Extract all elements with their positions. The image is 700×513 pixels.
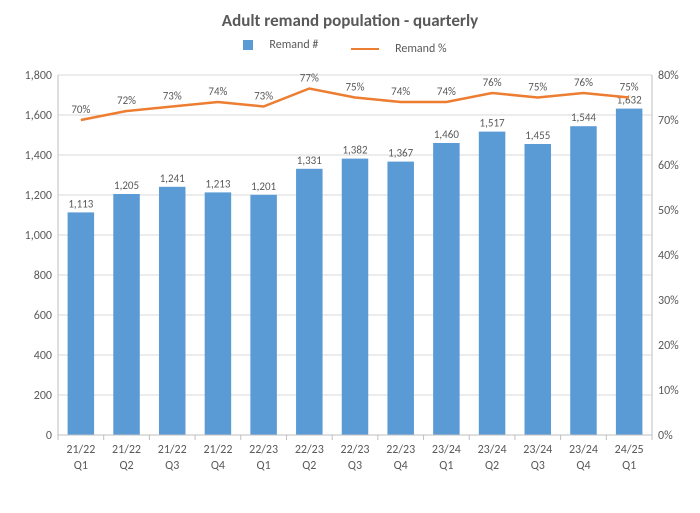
svg-text:1,544: 1,544 [571, 111, 596, 124]
legend-bar-label: Remand # [269, 38, 318, 52]
svg-text:24/25: 24/25 [615, 443, 644, 457]
svg-text:Q3: Q3 [165, 459, 179, 473]
svg-text:200: 200 [34, 389, 52, 403]
svg-text:23/24: 23/24 [478, 443, 507, 457]
svg-text:23/24: 23/24 [523, 443, 552, 457]
svg-text:1,400: 1,400 [25, 149, 52, 163]
bar [479, 132, 506, 435]
svg-text:22/23: 22/23 [249, 443, 278, 457]
svg-text:70%: 70% [658, 114, 679, 128]
svg-text:80%: 80% [658, 69, 679, 83]
svg-text:1,455: 1,455 [525, 129, 550, 142]
svg-text:74%: 74% [437, 85, 456, 98]
bar [159, 187, 186, 435]
bar [113, 194, 140, 435]
svg-text:Q1: Q1 [439, 459, 453, 473]
svg-text:21/22: 21/22 [112, 443, 141, 457]
bar [525, 144, 552, 435]
svg-text:1,517: 1,517 [480, 117, 505, 130]
svg-text:1,600: 1,600 [25, 109, 52, 123]
svg-text:72%: 72% [117, 94, 136, 107]
svg-text:40%: 40% [658, 249, 679, 263]
svg-text:30%: 30% [658, 294, 679, 308]
bar [205, 192, 232, 435]
svg-text:23/24: 23/24 [432, 443, 461, 457]
svg-text:75%: 75% [345, 81, 364, 94]
svg-text:1,113: 1,113 [68, 197, 93, 210]
remand-chart: Adult remand population - quarterly Rema… [0, 0, 700, 508]
svg-text:1,000: 1,000 [25, 229, 52, 243]
bar [296, 169, 323, 435]
bar [68, 212, 95, 435]
svg-text:Q1: Q1 [622, 459, 636, 473]
svg-text:1,331: 1,331 [297, 154, 322, 167]
svg-text:600: 600 [34, 309, 52, 323]
svg-text:20%: 20% [658, 339, 679, 353]
svg-text:76%: 76% [574, 76, 593, 89]
svg-text:70%: 70% [71, 103, 90, 116]
svg-text:75%: 75% [528, 81, 547, 94]
bar [342, 159, 369, 435]
line-swatch [351, 48, 379, 50]
legend-line-label: Remand % [395, 42, 447, 56]
svg-text:Q2: Q2 [302, 459, 316, 473]
svg-text:1,241: 1,241 [160, 172, 185, 185]
svg-text:21/22: 21/22 [66, 443, 95, 457]
bar [616, 109, 643, 435]
svg-text:Q1: Q1 [257, 459, 271, 473]
svg-text:0: 0 [46, 429, 52, 443]
svg-text:Q2: Q2 [485, 459, 499, 473]
chart-title: Adult remand population - quarterly [0, 10, 700, 31]
bar [387, 162, 414, 435]
svg-text:1,460: 1,460 [434, 128, 459, 141]
svg-text:1,800: 1,800 [25, 69, 52, 83]
svg-text:74%: 74% [391, 85, 410, 98]
svg-text:73%: 73% [254, 90, 273, 103]
svg-text:800: 800 [34, 269, 52, 283]
svg-text:Q1: Q1 [74, 459, 88, 473]
svg-text:Q2: Q2 [119, 459, 133, 473]
svg-text:400: 400 [34, 349, 52, 363]
legend-item-bar: Remand # [243, 38, 328, 52]
svg-text:1,200: 1,200 [25, 189, 52, 203]
svg-text:Q3: Q3 [348, 459, 362, 473]
svg-text:60%: 60% [658, 159, 679, 173]
plot-area: 0 200 400 600 800 1,000 1,200 1,400 1,600 1,800 0%… [0, 0, 700, 508]
svg-text:22/23: 22/23 [341, 443, 370, 457]
svg-text:10%: 10% [658, 384, 679, 398]
svg-text:75%: 75% [620, 81, 639, 94]
bar [433, 143, 460, 435]
svg-text:Q3: Q3 [531, 459, 545, 473]
svg-text:73%: 73% [163, 90, 182, 103]
svg-text:1,205: 1,205 [114, 179, 139, 192]
bar-swatch [243, 40, 253, 50]
svg-text:22/23: 22/23 [386, 443, 415, 457]
svg-text:21/22: 21/22 [158, 443, 187, 457]
svg-text:77%: 77% [300, 72, 319, 85]
svg-text:21/22: 21/22 [203, 443, 232, 457]
bar [570, 126, 597, 435]
svg-text:76%: 76% [483, 76, 502, 89]
svg-text:23/24: 23/24 [569, 443, 598, 457]
svg-text:1,382: 1,382 [342, 144, 367, 157]
svg-text:0%: 0% [658, 429, 673, 443]
svg-text:Q4: Q4 [211, 459, 225, 473]
svg-text:74%: 74% [208, 85, 227, 98]
svg-text:Q4: Q4 [394, 459, 408, 473]
svg-text:1,201: 1,201 [251, 180, 276, 193]
svg-text:1,367: 1,367 [388, 147, 413, 160]
svg-text:1,213: 1,213 [205, 177, 230, 190]
legend-item-line: Remand % [351, 42, 457, 56]
chart-legend: Remand # Remand % [0, 38, 700, 56]
svg-text:22/23: 22/23 [295, 443, 324, 457]
svg-text:Q4: Q4 [576, 459, 590, 473]
svg-text:50%: 50% [658, 204, 679, 218]
bar [250, 195, 277, 435]
